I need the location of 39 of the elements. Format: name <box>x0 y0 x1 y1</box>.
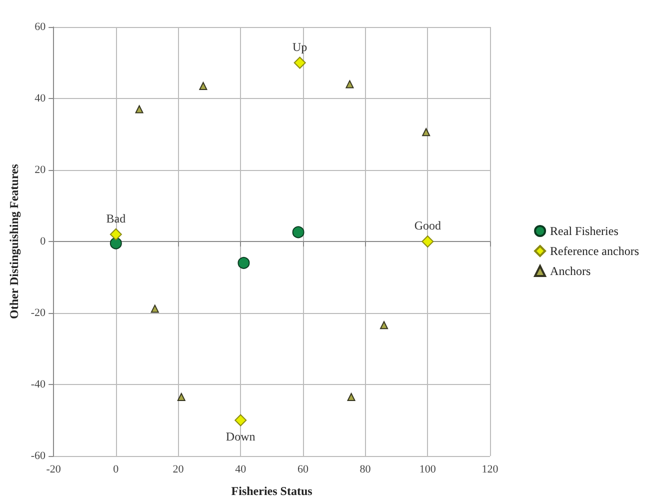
x-tick-label: 0 <box>113 464 120 476</box>
annotation: Good <box>414 218 441 232</box>
point <box>346 80 354 88</box>
y-tick-label: -20 <box>30 307 46 319</box>
y-tick-label: 60 <box>34 21 46 33</box>
annotation: Up <box>292 40 308 54</box>
point <box>150 304 159 313</box>
legend-label: Reference anchors <box>550 244 640 258</box>
point <box>238 256 250 269</box>
point <box>292 226 304 238</box>
y-tick-label: 0 <box>40 236 46 248</box>
x-tick-label: 80 <box>360 464 372 476</box>
x-axis-title: Fisheries Status <box>231 484 313 498</box>
point <box>347 393 356 402</box>
x-tick-label: 100 <box>419 464 436 476</box>
x-tick-label: 20 <box>172 464 184 476</box>
point <box>135 105 144 114</box>
y-axis-title: Other Distinguishing Features <box>7 164 21 319</box>
point <box>234 414 247 426</box>
annotation: Down <box>226 429 256 444</box>
point <box>177 393 186 402</box>
point <box>199 82 208 90</box>
y-tick-label: 20 <box>34 164 46 176</box>
legend-label: Real Fisheries <box>550 224 619 238</box>
x-tick-label: -20 <box>46 464 62 476</box>
point <box>422 128 430 136</box>
y-tick-label: 40 <box>34 92 46 104</box>
point <box>110 237 122 250</box>
point <box>110 228 122 240</box>
legend-label: Anchors <box>550 264 592 278</box>
x-tick-label: 40 <box>235 464 247 476</box>
y-tick-label: -60 <box>30 450 46 462</box>
y-tick-label: -40 <box>30 378 46 390</box>
point <box>422 236 434 248</box>
x-tick-label: 120 <box>482 464 499 476</box>
point <box>294 56 306 69</box>
annotation: Bad <box>106 211 126 226</box>
x-tick-label: 60 <box>297 464 309 476</box>
point <box>380 321 388 330</box>
